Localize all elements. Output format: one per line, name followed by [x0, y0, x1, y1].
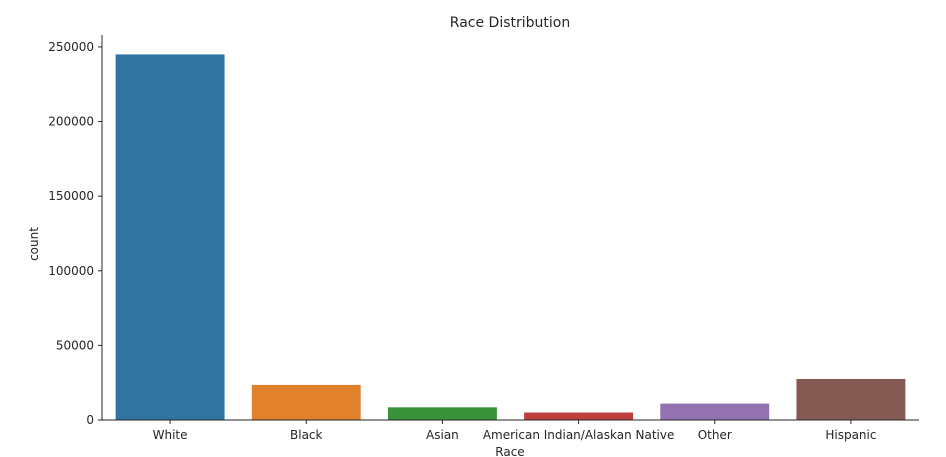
bar-3: [524, 412, 634, 420]
x-axis-ticks: White Black Asian American Indian/Alaskan N…: [153, 420, 876, 442]
bar-4: [660, 403, 770, 420]
y-axis-label: count: [27, 227, 41, 261]
y-tick-label: 150000: [48, 189, 94, 203]
bar-1: [251, 384, 361, 420]
chart-title: Race Distribution: [450, 15, 570, 31]
y-tick-label: 100000: [48, 264, 94, 278]
bars-layer: [115, 54, 906, 421]
y-tick-label: 0: [86, 413, 94, 427]
x-tick-label: American Indian/Alaskan Native: [483, 428, 675, 442]
bar-0: [115, 54, 225, 421]
x-tick-label: Black: [290, 428, 323, 442]
bar-2: [387, 407, 497, 420]
y-tick-label: 200000: [48, 115, 94, 129]
x-axis-label: Race: [495, 445, 524, 457]
x-tick-label: Hispanic: [825, 428, 876, 442]
y-tick-label: 50000: [56, 338, 94, 352]
x-tick-label: Asian: [426, 428, 459, 442]
y-axis-ticks: 0 50000 100000 150000 200000 250000: [48, 40, 102, 427]
x-tick-label: Other: [698, 428, 732, 442]
x-tick-label: White: [153, 428, 188, 442]
bar-5: [796, 378, 906, 420]
y-tick-label: 250000: [48, 40, 94, 54]
